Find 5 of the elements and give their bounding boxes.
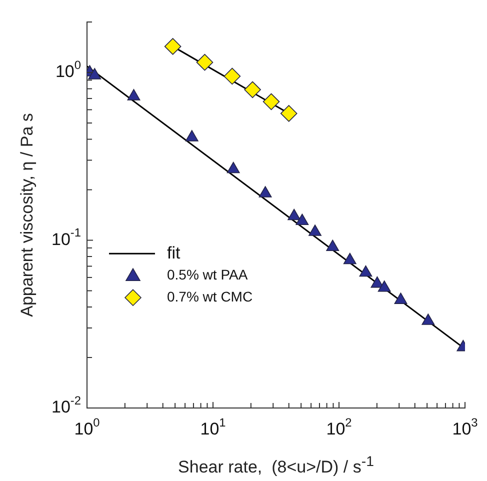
x-axis-title: Shear rate, (8<u>/D) / s$^{-1}$ [177,453,375,479]
legend-label: 0.7% wt CMC [167,288,253,304]
y-axis-title: Apparent viscosity, η / Pa s [18,113,37,317]
legend-label: 0.5% wt PAA [167,266,248,282]
legend-label: fit [167,243,180,262]
